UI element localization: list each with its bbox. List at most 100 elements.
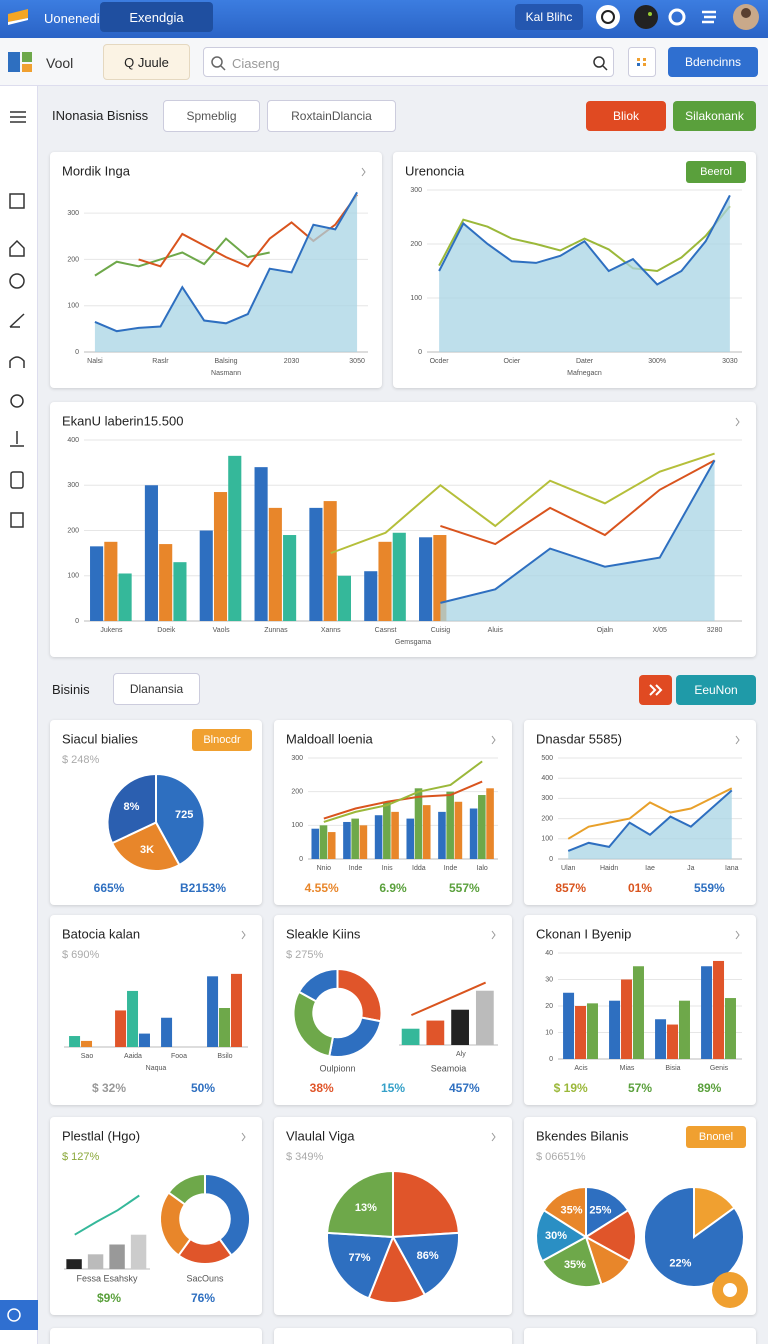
slice-label: 13% xyxy=(355,1202,377,1214)
icon[interactable] xyxy=(634,5,658,29)
primary-button[interactable]: Bdencinns xyxy=(668,47,758,77)
x-axis-label: Gemsgama xyxy=(395,639,431,646)
pie-slice xyxy=(292,990,335,1058)
icon[interactable] xyxy=(596,5,620,29)
y-tick-label: 200 xyxy=(541,815,553,822)
y-tick-label: 200 xyxy=(410,241,422,248)
menu-icon[interactable] xyxy=(702,10,716,24)
bar xyxy=(359,825,368,859)
pie-slice xyxy=(167,1172,206,1206)
section-title: Bisinis xyxy=(52,682,90,697)
bar xyxy=(343,821,351,859)
card: Mordik Inga 0 100 200 300 Nalsi Raslr Balsing 20… xyxy=(50,152,382,388)
footer-stat: $ 32% xyxy=(92,1081,126,1095)
slice-label: 725 xyxy=(175,809,193,821)
card: Dnasdar 5585) 0 100 200 300 400 500 Ulan Haidn Ia… xyxy=(524,720,756,905)
x-tick-label: Ja xyxy=(687,865,695,872)
card-canvas: Bkendes Bilanis Bnonel $ 06651% 25% 35% 30% 35… xyxy=(535,1126,746,1288)
pie-slice xyxy=(535,1208,588,1263)
x-tick-label: Ocier xyxy=(503,358,520,365)
card-subtitle: $ 275% xyxy=(286,949,324,961)
forward-button[interactable] xyxy=(639,675,672,705)
card-title: Maldoall loenia xyxy=(286,731,373,746)
user-button[interactable]: Kal Blihc xyxy=(515,4,583,30)
fab-button[interactable] xyxy=(710,1270,750,1310)
sidebar-toggle[interactable] xyxy=(0,1300,38,1330)
x-tick-label: Fooa xyxy=(171,1053,187,1060)
bar xyxy=(655,1019,667,1059)
chart-caption: Oulpionn xyxy=(319,1063,355,1073)
card xyxy=(524,1328,756,1344)
bar xyxy=(138,1033,150,1047)
chevron xyxy=(361,167,366,177)
footer-stat: 4.55% xyxy=(305,881,339,895)
bar xyxy=(701,966,713,1059)
filter-dropdown[interactable]: Spmeblig xyxy=(163,100,260,132)
pie-slice xyxy=(326,1231,395,1300)
y-tick-label: 300 xyxy=(67,482,79,489)
x-tick-label: 3280 xyxy=(707,627,723,634)
line xyxy=(440,459,716,546)
x-tick-label: Inis xyxy=(382,865,393,872)
bar xyxy=(422,805,431,859)
card: Plestlal (Hgo) $ 127% Fessa Esahsky SacOuns… xyxy=(50,1117,262,1315)
menu-dropdown[interactable]: Q Juule xyxy=(103,44,190,80)
y-tick-label: 300 xyxy=(67,210,79,217)
tab[interactable]: Exendgia xyxy=(100,2,213,32)
bar xyxy=(309,507,323,621)
bar xyxy=(173,562,187,621)
settings-icon[interactable] xyxy=(668,8,686,26)
bar xyxy=(469,808,478,859)
x-tick-label: 300% xyxy=(648,358,666,365)
bar xyxy=(454,801,463,859)
bar xyxy=(406,818,415,859)
chevron xyxy=(241,1132,246,1142)
footer-stat: 15% xyxy=(381,1081,405,1095)
filter-dropdown[interactable]: RoxtainDlancia xyxy=(267,100,396,132)
bar xyxy=(563,992,575,1059)
bar xyxy=(159,544,173,621)
bar xyxy=(161,1017,173,1047)
card-title: Dnasdar 5585) xyxy=(536,731,622,746)
slice-label: 35% xyxy=(561,1205,583,1217)
bar xyxy=(66,1259,82,1269)
search-box[interactable]: Ciaseng xyxy=(203,47,614,77)
chart-caption: SacOuns xyxy=(186,1273,224,1283)
brand: Uonenedi xyxy=(44,11,100,26)
pie-slice xyxy=(328,1016,382,1058)
chevron xyxy=(241,930,246,940)
search-icon[interactable] xyxy=(592,55,608,71)
x-tick-label: Cuisig xyxy=(431,627,451,634)
x-tick-label: Idda xyxy=(412,865,426,872)
bar xyxy=(130,1234,147,1269)
card-subtitle: $ 127% xyxy=(62,1151,100,1163)
card: Urenoncia Beerol 0 100 200 300 Ocder Ocier Dater… xyxy=(393,152,756,388)
y-tick-label: 0 xyxy=(418,349,422,356)
badge: Beerol xyxy=(700,166,732,178)
card-canvas: Ckonan I Byenip 0 10 20 30 40 Acis Mias Bisia Gen… xyxy=(536,926,742,1095)
x-axis-label: Naqua xyxy=(146,1065,167,1072)
pie-slice xyxy=(392,1169,460,1239)
footer-stat: 6.9% xyxy=(379,881,407,895)
action-button[interactable]: Silakonank xyxy=(673,101,756,131)
card: Vlaulal Viga $ 349% 86% 77% 13% xyxy=(274,1117,512,1315)
line xyxy=(567,789,733,852)
card-subtitle: $ 06651% xyxy=(536,1151,586,1163)
card xyxy=(50,1328,262,1344)
card-title: EkanU laberin15.500 xyxy=(62,413,183,428)
section-button[interactable]: EeuNon xyxy=(676,675,756,705)
y-tick-label: 0 xyxy=(549,856,553,863)
card-title: Plestlal (Hgo) xyxy=(62,1128,140,1143)
action-button[interactable]: Bliok xyxy=(586,101,666,131)
bar xyxy=(254,467,268,621)
top-bar: Uonenedi Exendgia Kal Blihc xyxy=(0,0,768,38)
badge-bg xyxy=(686,161,746,183)
card-canvas: Urenoncia Beerol 0 100 200 300 Ocder Ocier Dater… xyxy=(405,161,746,377)
section-dropdown[interactable]: Dlanansia xyxy=(113,673,200,705)
bar xyxy=(478,795,486,859)
x-tick-label: Acis xyxy=(574,1065,588,1072)
x-tick-label: Inde xyxy=(349,865,363,872)
pie-slice xyxy=(540,1235,603,1288)
icon-button[interactable] xyxy=(628,47,656,77)
x-axis-label: Mafnegacn xyxy=(567,370,602,377)
